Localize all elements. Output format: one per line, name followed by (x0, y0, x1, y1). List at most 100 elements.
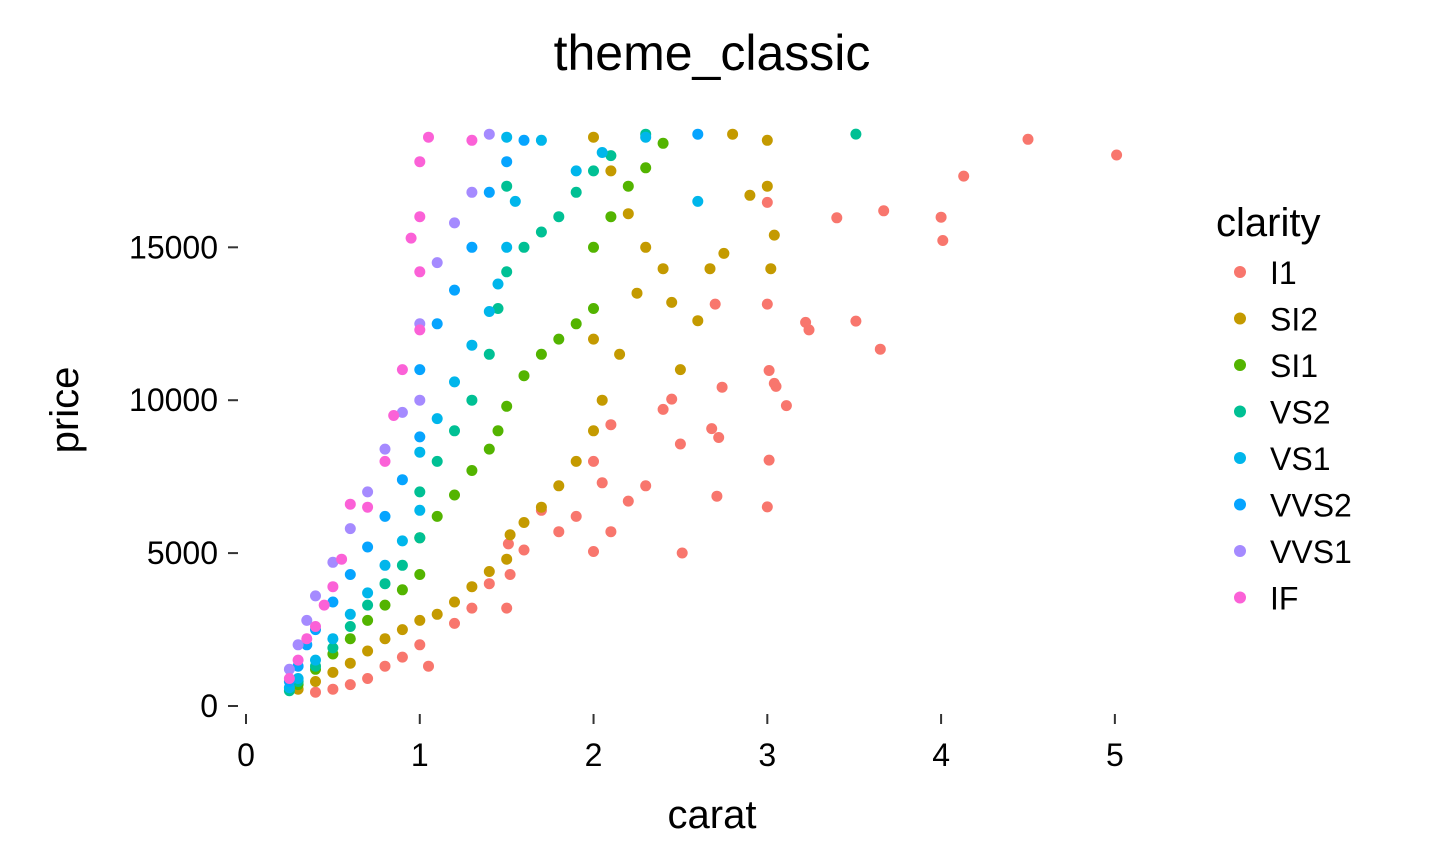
point-si2-14 (605, 165, 617, 177)
point-vvs1-5 (414, 394, 426, 406)
point-vvs1-14 (283, 663, 295, 675)
point-vvs1-6 (396, 406, 408, 418)
point-vs2-0 (850, 128, 862, 140)
legend-label-if: IF (1270, 581, 1298, 617)
legend-label-i1: I1 (1270, 255, 1297, 291)
point-vvs2-0 (692, 128, 704, 140)
point-si1-5 (588, 303, 599, 314)
series-vvs1 (283, 128, 495, 675)
point-vvs1-2 (449, 217, 460, 229)
point-si2-7 (704, 263, 716, 275)
point-vvs1-0 (483, 128, 495, 140)
x-tick-label-0: 0 (237, 737, 255, 773)
point-si1-12 (483, 443, 495, 455)
point-i1-24 (676, 547, 688, 559)
legend-items: I1 SI2 SI1 VS2 VS1 VVS2 VVS1 IF (1234, 255, 1352, 617)
point-si2-10 (666, 296, 678, 308)
point-si2-37 (310, 676, 321, 687)
point-i1-38 (518, 544, 530, 556)
point-si2-25 (504, 529, 516, 541)
point-vs2-16 (414, 532, 426, 544)
point-vs1-10 (466, 339, 478, 351)
point-si1-11 (492, 425, 504, 437)
point-i1-35 (570, 510, 582, 522)
point-vs2-19 (362, 599, 374, 611)
point-si1-4 (588, 241, 599, 253)
point-vs2-8 (501, 180, 513, 192)
point-vs2-7 (518, 241, 530, 253)
point-si2-9 (674, 364, 686, 376)
point-vs2-5 (553, 211, 565, 223)
point-vs2-12 (466, 394, 478, 406)
x-tick-label-5: 5 (1106, 737, 1124, 773)
x-tick-label-1: 1 (411, 737, 429, 773)
legend-label-vs1: VS1 (1270, 441, 1330, 477)
point-vs1-0 (692, 195, 704, 207)
point-vs2-18 (379, 578, 391, 590)
point-i1-43 (466, 602, 478, 614)
point-si2-13 (622, 208, 634, 220)
point-vs1-20 (310, 654, 321, 666)
series-si1 (292, 137, 669, 691)
point-si2-36 (327, 666, 339, 678)
point-vs2-9 (501, 266, 513, 278)
point-if-3 (414, 211, 426, 223)
point-si2-31 (414, 614, 426, 626)
series-i1 (310, 133, 1123, 698)
point-si2-19 (631, 287, 643, 299)
point-i1-48 (379, 660, 391, 672)
point-si1-8 (535, 348, 547, 360)
point-si2-11 (657, 263, 669, 275)
point-vvs1-7 (379, 443, 391, 455)
point-si2-21 (570, 455, 582, 467)
x-tick-label-2: 2 (585, 737, 603, 773)
point-si1-15 (431, 510, 443, 522)
legend-label-vs2: VS2 (1270, 395, 1330, 431)
point-vvs2-5 (449, 284, 460, 296)
series-si2 (292, 128, 780, 695)
chart-title: theme_classic (554, 25, 871, 81)
point-si2-29 (449, 596, 460, 608)
point-si2-32 (396, 624, 408, 636)
point-si2-27 (483, 566, 495, 577)
point-vs1-12 (431, 413, 443, 425)
point-si2-4 (765, 263, 777, 275)
point-i1-2 (958, 170, 970, 182)
point-si2-15 (588, 131, 599, 143)
point-i1-42 (483, 578, 495, 590)
point-if-11 (344, 498, 356, 510)
point-si1-10 (501, 400, 513, 412)
point-si2-22 (553, 480, 565, 492)
legend-key-vvs1 (1234, 545, 1246, 557)
point-vs1-6 (509, 195, 521, 207)
point-vs2-13 (449, 425, 460, 437)
point-i1-18 (761, 298, 773, 310)
point-vvs1-13 (292, 639, 304, 651)
point-si2-18 (614, 348, 626, 360)
point-si1-20 (362, 614, 374, 626)
point-i1-36 (553, 526, 565, 538)
point-vvs1-11 (310, 590, 321, 602)
point-vs1-3 (570, 165, 582, 177)
point-si2-26 (501, 553, 513, 565)
point-i1-39 (501, 602, 513, 614)
point-vs1-5 (501, 131, 513, 143)
series-vs2 (283, 128, 862, 697)
point-if-1 (423, 131, 434, 143)
point-if-5 (414, 266, 426, 278)
point-si2-3 (761, 180, 773, 192)
point-if-0 (466, 134, 478, 146)
point-si2-16 (588, 333, 599, 345)
point-vs2-10 (492, 303, 504, 314)
point-if-14 (318, 599, 330, 611)
legend-key-vs2 (1234, 405, 1246, 418)
point-si2-1 (761, 134, 773, 146)
point-i1-14 (763, 365, 775, 376)
x-axis-title: carat (668, 793, 757, 837)
point-vs1-15 (396, 535, 408, 547)
point-vvs2-3 (483, 186, 495, 198)
point-i1-19 (716, 381, 728, 393)
point-if-10 (362, 501, 374, 513)
point-si1-7 (553, 333, 565, 345)
